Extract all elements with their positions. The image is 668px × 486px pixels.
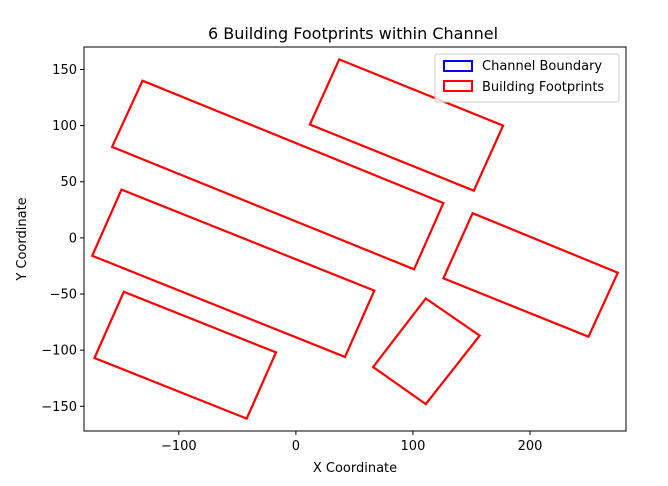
chart-title: 6 Building Footprints within Channel (208, 24, 498, 43)
y-tick-label: 150 (52, 63, 77, 78)
y-tick-label: −50 (50, 288, 77, 303)
y-axis-ticks: −150 −100 −50 0 50 100 150 (41, 63, 84, 415)
x-axis-ticks: −100 0 100 200 (161, 431, 542, 454)
building-footprint-6 (371, 297, 482, 406)
legend-swatch-channel-boundary (443, 60, 473, 72)
legend-label-building-footprints: Building Footprints (482, 80, 604, 95)
plot-frame (83, 46, 627, 432)
building-footprint-2 (308, 57, 505, 193)
y-tick-label: 50 (60, 175, 77, 190)
legend-box (434, 53, 620, 103)
y-tick-label: −100 (41, 344, 77, 359)
x-axis-label: X Coordinate (313, 461, 397, 476)
y-tick-label: 100 (52, 119, 77, 134)
x-tick-label: 200 (518, 439, 543, 454)
legend-label-channel-boundary: Channel Boundary (482, 59, 602, 74)
y-tick-label: −150 (41, 400, 77, 415)
legend: Channel Boundary Building Footprints (434, 53, 620, 103)
building-footprint-1 (110, 79, 445, 271)
x-tick-label: 100 (401, 439, 426, 454)
y-axis-label: Y Coordinate (15, 197, 30, 281)
y-tick-label: 0 (69, 231, 77, 246)
x-tick-label: −100 (161, 439, 197, 454)
building-footprint-4 (441, 211, 620, 339)
legend-swatch-building-footprints (443, 80, 473, 92)
x-tick-label: 0 (292, 439, 300, 454)
building-footprint-5 (93, 290, 278, 421)
building-footprints-layer (90, 57, 620, 421)
building-footprint-3 (90, 188, 376, 359)
